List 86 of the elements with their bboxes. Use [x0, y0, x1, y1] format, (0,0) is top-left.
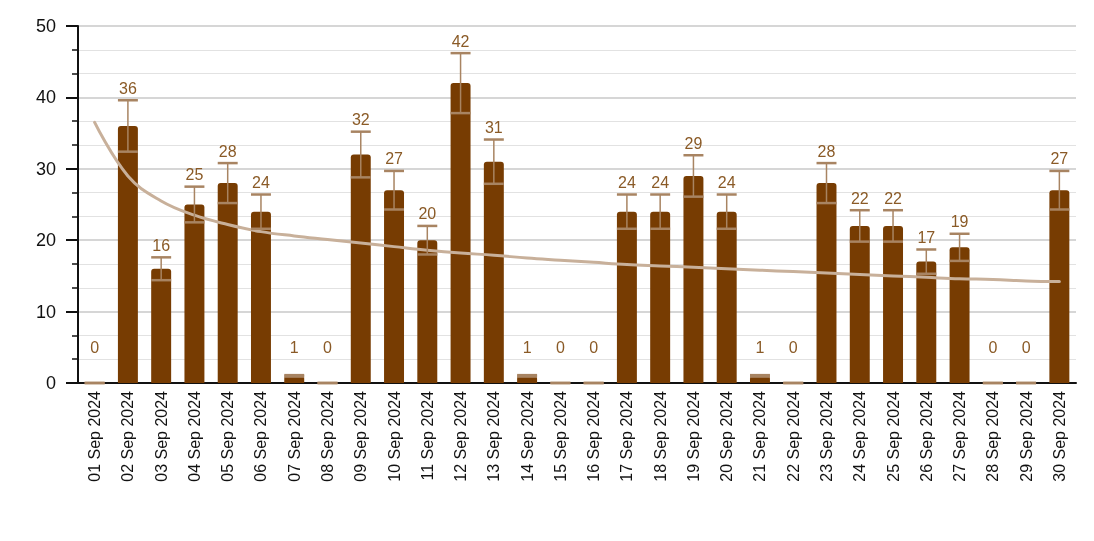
data-label: 0	[1021, 338, 1031, 356]
bar	[151, 268, 172, 383]
x-tick-label: 21 Sep 2024	[751, 390, 769, 482]
x-tick-label: 27 Sep 2024	[951, 390, 969, 482]
x-tick-label: 24 Sep 2024	[851, 390, 869, 482]
x-tick-label: 01 Sep 2024	[86, 390, 104, 482]
x-tick-label: 11 Sep 2024	[418, 390, 436, 481]
bar	[616, 211, 637, 383]
y-tick-label: 40	[35, 87, 56, 108]
data-label: 25	[185, 166, 204, 184]
data-label: 0	[323, 338, 333, 356]
data-label: 17	[917, 228, 936, 246]
x-tick-label: 26 Sep 2024	[917, 390, 935, 482]
bar	[816, 183, 837, 383]
x-tick-label: 29 Sep 2024	[1017, 390, 1035, 482]
x-tick-label: 04 Sep 2024	[185, 390, 203, 482]
x-tick-label: 16 Sep 2024	[585, 390, 603, 482]
x-tick-label: 28 Sep 2024	[984, 390, 1002, 482]
data-label: 28	[817, 142, 836, 160]
data-label: 0	[788, 338, 798, 356]
bar	[883, 225, 904, 383]
x-tick-label: 20 Sep 2024	[718, 390, 736, 482]
x-tick-label: 08 Sep 2024	[319, 390, 336, 482]
bar	[450, 83, 471, 383]
bar	[184, 204, 205, 383]
y-tick-label: 0	[45, 373, 56, 393]
bar	[716, 211, 737, 383]
data-label: 24	[717, 174, 736, 191]
bar	[650, 211, 671, 383]
x-tick-label: 13 Sep 2024	[485, 390, 503, 482]
data-label: 27	[385, 150, 404, 168]
bar	[916, 261, 937, 383]
x-tick-label: 02 Sep 2024	[119, 390, 137, 482]
y-tick-label: 50	[35, 16, 56, 36]
data-label: 28	[218, 142, 237, 160]
data-label: 22	[850, 189, 869, 207]
x-tick-label: 10 Sep 2024	[385, 390, 403, 482]
data-label: 0	[555, 338, 565, 356]
bar	[949, 247, 970, 383]
data-label: 24	[618, 174, 636, 191]
x-tick-label: 15 Sep 2024	[551, 390, 569, 482]
data-label: 1	[522, 338, 532, 356]
bar	[250, 211, 271, 383]
bar	[1049, 190, 1070, 383]
data-label: 22	[884, 189, 903, 207]
x-tick-label: 25 Sep 2024	[884, 390, 902, 482]
bar	[483, 161, 504, 383]
data-label: 20	[418, 205, 437, 223]
x-tick-label: 18 Sep 2024	[651, 390, 669, 482]
data-label: 0	[589, 338, 599, 356]
x-tick-label: 22 Sep 2024	[784, 390, 802, 482]
x-tick-label: 30 Sep 2024	[1050, 390, 1068, 482]
y-tick-label: 30	[35, 158, 56, 179]
x-tick-label: 14 Sep 2024	[518, 390, 536, 482]
bar	[849, 225, 870, 383]
x-tick-label: 12 Sep 2024	[452, 390, 470, 482]
data-label: 19	[950, 213, 969, 231]
data-label: 24	[252, 174, 270, 191]
data-label: 42	[451, 32, 470, 50]
bar	[384, 190, 405, 383]
x-tick-label: 19 Sep 2024	[684, 390, 702, 482]
x-tick-label: 23 Sep 2024	[818, 390, 835, 482]
data-label: 29	[684, 134, 703, 152]
bar	[117, 125, 138, 383]
data-label: 36	[119, 79, 137, 97]
data-label: 1	[755, 338, 765, 356]
data-label: 0	[90, 338, 100, 356]
data-label: 31	[484, 119, 503, 137]
y-tick-label: 10	[35, 301, 56, 322]
data-label: 1	[289, 338, 299, 356]
bar	[350, 154, 371, 383]
data-label: 0	[988, 338, 998, 356]
x-tick-label: 03 Sep 2024	[152, 390, 170, 482]
data-label: 27	[1050, 150, 1069, 168]
data-label: 24	[651, 174, 670, 191]
x-tick-label: 07 Sep 2024	[285, 390, 303, 482]
bar	[683, 175, 704, 383]
y-tick-label: 20	[35, 230, 56, 251]
x-tick-label: 17 Sep 2024	[618, 390, 636, 482]
x-tick-label: 09 Sep 2024	[352, 390, 370, 482]
data-label: 32	[351, 111, 370, 129]
bar	[217, 183, 238, 383]
bar	[417, 240, 438, 383]
data-label: 16	[152, 236, 171, 254]
x-tick-label: 06 Sep 2024	[252, 390, 270, 482]
x-tick-label: 05 Sep 2024	[219, 390, 237, 482]
